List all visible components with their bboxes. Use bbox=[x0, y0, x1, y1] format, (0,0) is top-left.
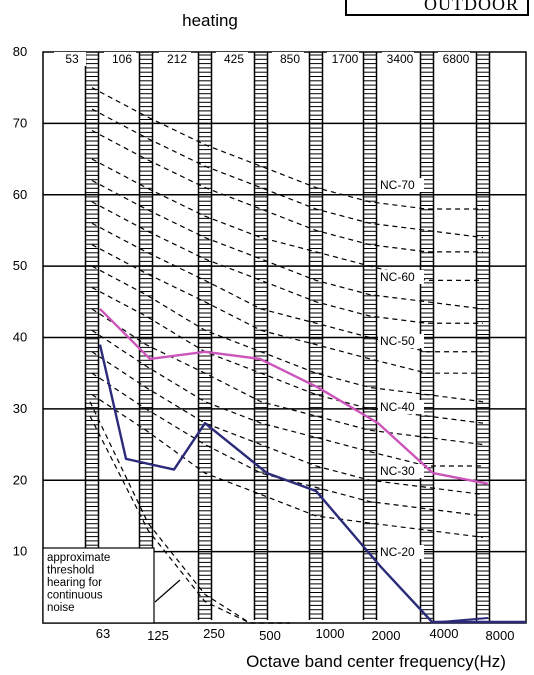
x-tick-label: 8000 bbox=[486, 628, 515, 643]
top-band-label-bg bbox=[382, 52, 414, 66]
nc-curve bbox=[91, 179, 484, 310]
nc-curve bbox=[91, 222, 483, 353]
nc-curve bbox=[91, 308, 484, 446]
corner-label: OUTDOOR bbox=[424, 0, 519, 14]
band-bar bbox=[84, 52, 100, 548]
series-line bbox=[99, 308, 489, 485]
y-tick-label: 70 bbox=[13, 115, 27, 130]
top-band-label-bg bbox=[216, 52, 248, 66]
nc-curve bbox=[91, 201, 483, 324]
nc-label: NC-30 bbox=[380, 464, 415, 478]
y-tick-label: 50 bbox=[13, 258, 27, 273]
top-band-label: 53 bbox=[65, 52, 79, 66]
nc-curve bbox=[91, 158, 483, 281]
band-bars bbox=[84, 52, 491, 622]
nc-curve bbox=[91, 329, 483, 467]
axis-labels: 10 20 30 40 50 60 70 80 53 106 212 425 850 1700 3400 68… bbox=[13, 44, 515, 643]
y-tick-label: 20 bbox=[13, 472, 27, 487]
top-band-label: 425 bbox=[224, 52, 244, 66]
nc-curve bbox=[91, 394, 484, 538]
x-tick-label: 63 bbox=[96, 626, 110, 641]
nc-curve bbox=[91, 372, 484, 517]
top-band-label-bg bbox=[54, 52, 86, 66]
nc-curve bbox=[91, 351, 484, 496]
nc-curve bbox=[91, 108, 484, 239]
corner-label-box: OUTDOOR bbox=[345, 0, 529, 16]
x-tick-label: 1000 bbox=[316, 626, 345, 641]
nc-label: NC-60 bbox=[380, 270, 415, 284]
threshold-note-line: hearing for bbox=[47, 577, 102, 589]
nc-label-bg bbox=[378, 545, 424, 559]
threshold-note-line: continuous bbox=[47, 590, 103, 602]
nc-label: NC-20 bbox=[380, 545, 415, 559]
nc-label-bg bbox=[378, 400, 424, 414]
x-tick-label: 125 bbox=[147, 628, 169, 643]
y-tick-label: 80 bbox=[13, 44, 27, 59]
threshold-note-line: threshold bbox=[47, 565, 94, 577]
nc-label-bg bbox=[378, 270, 424, 284]
series-line bbox=[98, 344, 434, 624]
band-bar bbox=[419, 52, 435, 622]
measured-series bbox=[98, 308, 526, 624]
nc-curve bbox=[91, 287, 484, 424]
band-bar bbox=[475, 52, 491, 622]
nc-label: NC-70 bbox=[380, 178, 415, 192]
x-tick-label: 500 bbox=[259, 628, 281, 643]
band-bar bbox=[197, 52, 213, 620]
band-bar bbox=[138, 52, 154, 548]
x-tick-label: 2000 bbox=[372, 628, 401, 643]
threshold-curve bbox=[89, 415, 290, 624]
top-band-label: 3400 bbox=[387, 52, 414, 66]
top-band-label: 6800 bbox=[443, 52, 470, 66]
top-band-label: 106 bbox=[112, 52, 132, 66]
threshold-pointer bbox=[154, 579, 181, 603]
threshold-note-box bbox=[42, 547, 155, 624]
nc-label-bg bbox=[378, 334, 424, 348]
nc-label-bg bbox=[378, 464, 424, 478]
nc-label: NC-40 bbox=[380, 400, 415, 414]
nc-curve bbox=[91, 129, 483, 253]
top-band-label-bg bbox=[159, 52, 191, 66]
top-band-label-bg bbox=[272, 52, 304, 66]
nc-curve bbox=[91, 87, 483, 210]
y-tick-label: 30 bbox=[13, 401, 27, 416]
band-bar bbox=[253, 52, 269, 620]
top-band-label-bg bbox=[438, 52, 470, 66]
top-band-label: 212 bbox=[167, 52, 187, 66]
nc-curves: NC-70 NC-60 NC-50 NC-40 NC-30 NC-20 bbox=[89, 87, 484, 624]
y-tick-label: 10 bbox=[13, 544, 27, 559]
top-band-label: 1700 bbox=[332, 52, 359, 66]
top-band-label-bg bbox=[104, 52, 136, 66]
threshold-note-line: approximate bbox=[47, 552, 110, 564]
nc-curve bbox=[91, 244, 483, 374]
nc-label-bg bbox=[378, 178, 424, 192]
grid bbox=[42, 51, 527, 624]
y-tick-label: 40 bbox=[13, 330, 27, 345]
top-band-label-bg bbox=[327, 52, 359, 66]
x-axis-title: Octave band center frequency(Hz) bbox=[246, 652, 506, 671]
band-bar bbox=[308, 52, 324, 620]
nc-curve bbox=[91, 265, 484, 403]
series-line-tail bbox=[439, 617, 489, 623]
top-band-label: 850 bbox=[280, 52, 300, 66]
x-tick-label: 4000 bbox=[430, 626, 459, 641]
x-tick-label: 250 bbox=[203, 626, 225, 641]
threshold-note-line: noise bbox=[47, 602, 75, 614]
chart-title: heating bbox=[182, 11, 238, 30]
nc-label: NC-50 bbox=[380, 334, 415, 348]
y-tick-label: 60 bbox=[13, 187, 27, 202]
band-bar bbox=[362, 52, 378, 620]
